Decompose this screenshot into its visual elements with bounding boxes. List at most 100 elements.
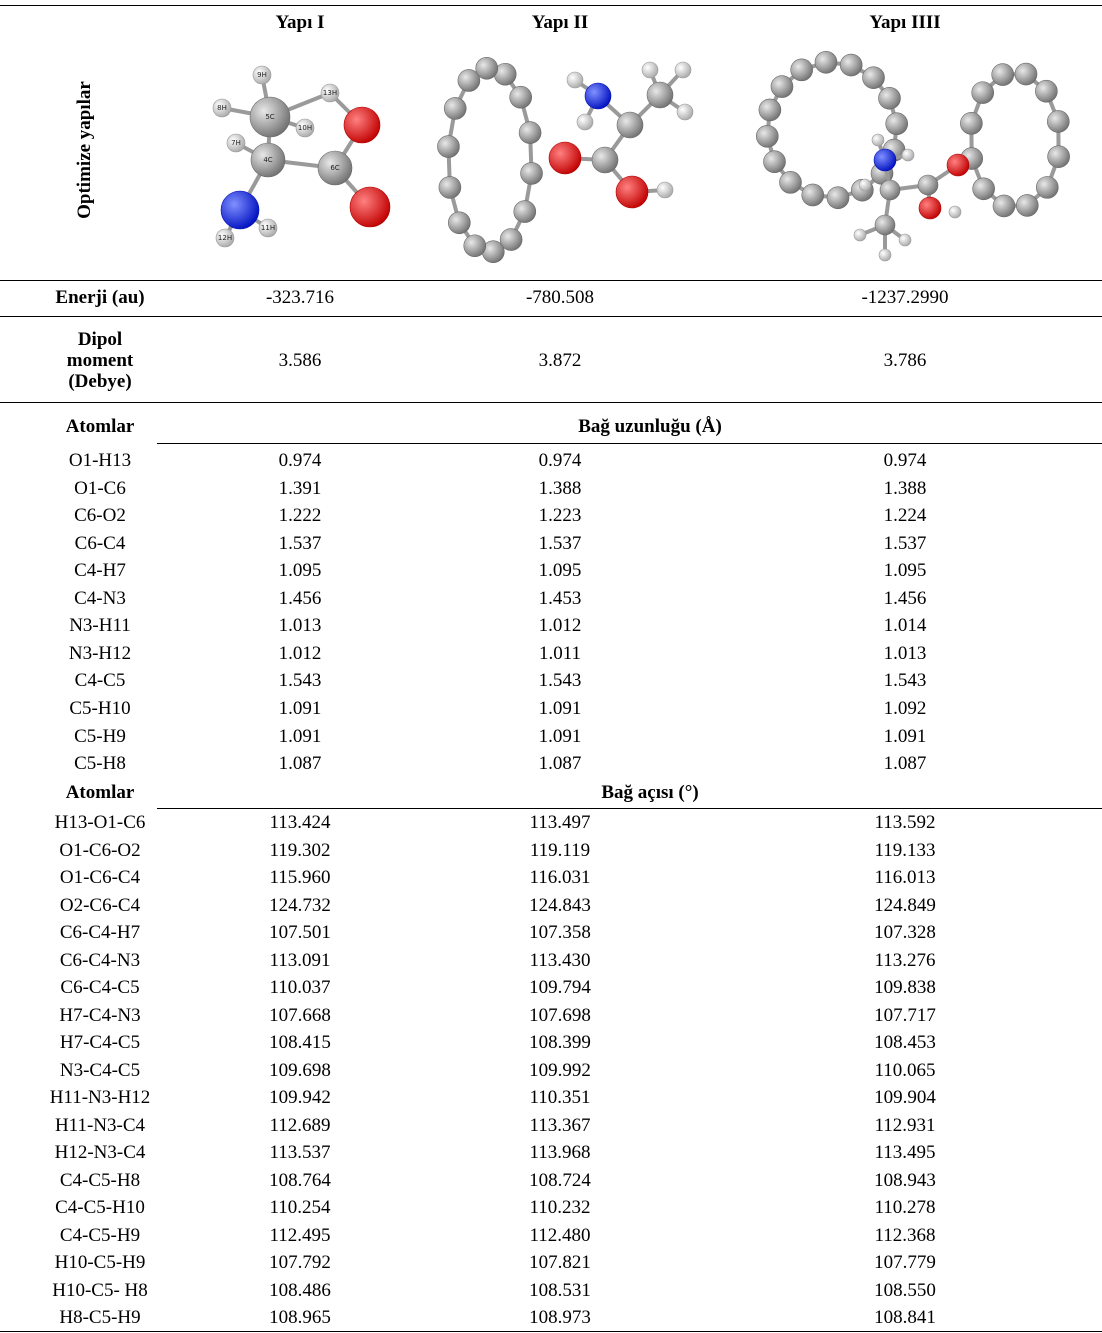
atom	[549, 142, 581, 174]
cell: 1.014	[884, 615, 927, 637]
atom	[764, 151, 786, 173]
row-label: (Debye)	[68, 371, 131, 393]
atom	[756, 125, 778, 147]
row-label: H10-C5- H8	[52, 1280, 148, 1302]
atom-label: 7H	[231, 139, 241, 147]
cell: 0.974	[884, 450, 927, 472]
row-label: C4-C5-H8	[60, 1170, 140, 1192]
rule	[0, 5, 1102, 6]
cell: 109.942	[269, 1087, 331, 1109]
atom	[521, 162, 543, 184]
cell: 1.091	[279, 726, 322, 748]
atom	[879, 249, 891, 261]
cell: 3.786	[884, 350, 927, 372]
cell: 112.689	[269, 1115, 330, 1137]
atom	[972, 82, 994, 104]
cell: 108.973	[529, 1307, 591, 1329]
atom	[642, 62, 658, 78]
atom-label: 5C	[265, 113, 274, 121]
atom	[1015, 63, 1037, 85]
cell: 108.943	[874, 1170, 936, 1192]
row-label: C4-C5-H10	[55, 1197, 145, 1219]
atom-label: 6C	[330, 164, 339, 172]
cell: 107.328	[874, 922, 936, 944]
atom	[993, 195, 1015, 217]
row-label: H13-O1-C6	[55, 812, 146, 834]
row-label: Enerji (au)	[55, 287, 144, 309]
cell: 116.013	[874, 867, 935, 889]
row-label: N3-H12	[69, 643, 131, 665]
section-title: Bağ uzunluğu (Å)	[578, 416, 722, 438]
cell: 119.302	[269, 840, 330, 862]
atom	[439, 176, 461, 198]
row-label: C4-C5-H9	[60, 1225, 140, 1247]
cell: 113.537	[269, 1142, 330, 1164]
cell: 109.992	[529, 1060, 591, 1082]
atom	[617, 112, 643, 138]
cell: -323.716	[266, 287, 334, 309]
column-header: Yapı IIII	[869, 12, 940, 34]
rule	[0, 316, 1102, 317]
atom	[221, 191, 259, 229]
atom-label: 9H	[257, 71, 267, 79]
row-label: C5-H8	[74, 753, 126, 775]
atom	[592, 147, 618, 173]
row-label: C6-C4	[75, 533, 126, 555]
cell: 119.133	[874, 840, 935, 862]
cell: 112.931	[874, 1115, 935, 1137]
cell: 1.011	[539, 643, 581, 665]
cell: 1.092	[884, 698, 927, 720]
atom	[1048, 146, 1070, 168]
atom	[815, 51, 837, 73]
row-label: H11-N3-H12	[50, 1087, 151, 1109]
rule	[157, 808, 1102, 809]
cell: 124.849	[874, 895, 936, 917]
cell: 1.388	[884, 478, 927, 500]
row-label: C6-C4-H7	[60, 922, 140, 944]
atom	[677, 104, 693, 120]
section-label: Atomlar	[66, 416, 135, 438]
atom	[577, 114, 593, 130]
cell: 108.453	[874, 1032, 936, 1054]
row-label: moment	[67, 350, 133, 372]
cell: 1.095	[279, 560, 322, 582]
cell: 108.965	[269, 1307, 331, 1329]
row-label: C5-H10	[69, 698, 130, 720]
cell: 109.794	[529, 977, 591, 999]
atom	[827, 187, 849, 209]
cell: 119.119	[530, 840, 590, 862]
atom-label: 12H	[218, 234, 232, 242]
cell: 1.012	[539, 615, 582, 637]
section-title: Bağ açısı (°)	[601, 782, 698, 804]
cell: 1.537	[279, 533, 322, 555]
row-label: H12-N3-C4	[55, 1142, 146, 1164]
atom	[902, 149, 914, 161]
cell: 3.586	[279, 350, 322, 372]
cell: 113.367	[529, 1115, 590, 1137]
cell: 1.012	[279, 643, 322, 665]
atom	[878, 87, 900, 109]
cell: 1.543	[279, 670, 322, 692]
atom	[519, 122, 541, 144]
row-label: C6-O2	[74, 505, 126, 527]
atom-label: 8H	[217, 104, 227, 112]
cell: 1.087	[279, 753, 322, 775]
atom	[863, 67, 885, 89]
atom	[919, 197, 941, 219]
cell: 1.456	[279, 588, 322, 610]
cell: 108.764	[269, 1170, 331, 1192]
atom	[759, 99, 781, 121]
cell: 108.841	[874, 1307, 936, 1329]
cell: 108.531	[529, 1280, 591, 1302]
cell: 3.872	[539, 350, 582, 372]
row-label: C4-H7	[74, 560, 126, 582]
cell: 107.358	[529, 922, 591, 944]
cell: 1.388	[539, 478, 582, 500]
atom	[616, 176, 648, 208]
atom	[657, 182, 673, 198]
atom	[918, 175, 938, 195]
cell: 110.232	[529, 1197, 590, 1219]
atom	[350, 187, 390, 227]
atom	[675, 62, 691, 78]
cell: 1.223	[539, 505, 582, 527]
